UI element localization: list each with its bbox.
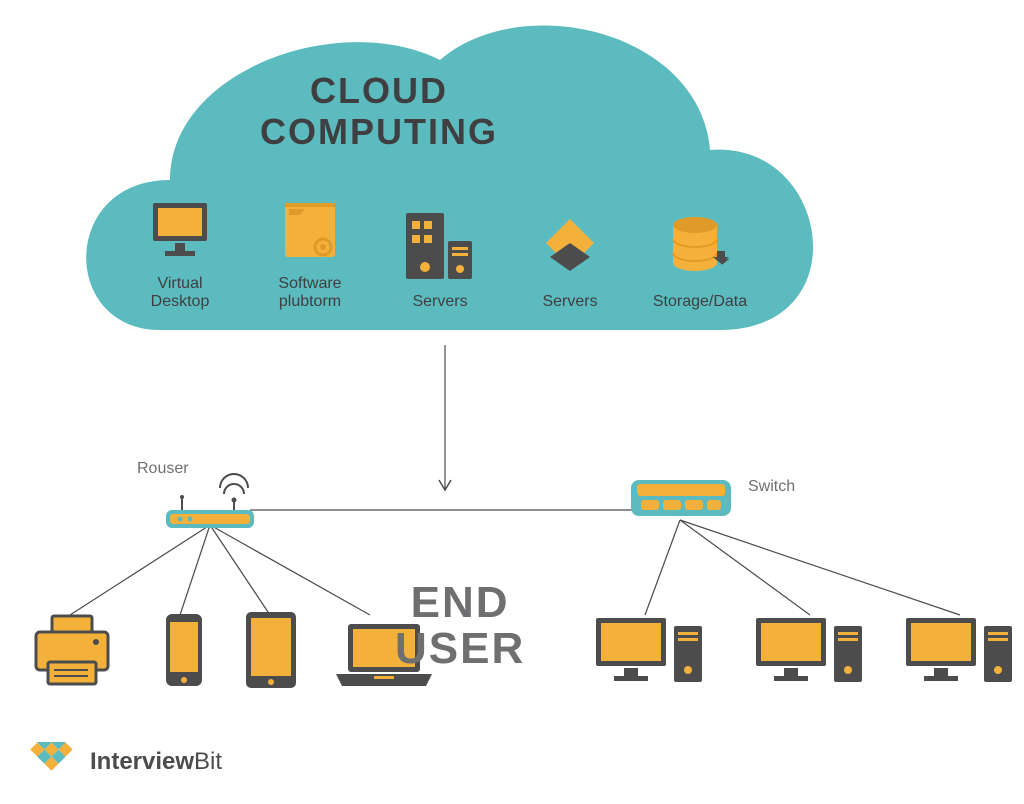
cloud-item-label: Servers: [542, 293, 597, 310]
switch-icon: [625, 470, 745, 530]
desktop-icon: [900, 612, 1020, 694]
diagram-canvas: CLOUD COMPUTING Virtual Desktop: [0, 0, 1024, 804]
printer-icon: [30, 612, 120, 692]
monitor-icon: [145, 195, 215, 265]
cloud-item-label: Servers: [412, 293, 467, 310]
cloud-shape: [0, 0, 1024, 804]
switch-label: Switch: [748, 478, 795, 496]
logo-diamond-icon: [30, 742, 80, 782]
cloud-item-diamond: Servers: [510, 213, 630, 311]
end-user-line2: USER: [395, 624, 525, 673]
brand-logo: InterviewBit: [30, 742, 222, 782]
tablet-icon: [240, 608, 304, 694]
cloud-title-line2: COMPUTING: [260, 111, 498, 152]
cloud-item-label: Storage/Data: [653, 293, 747, 310]
router-label: Rouser: [137, 460, 189, 478]
software-icon: [275, 195, 345, 265]
cloud-item-label: Virtual: [157, 275, 202, 292]
logo-bold: Interview: [90, 748, 194, 775]
cloud-item-software: Software plubtorm: [250, 195, 370, 312]
router-icon: [160, 470, 270, 540]
cloud-item-label: Software: [278, 275, 341, 292]
servers-icon: [400, 213, 480, 283]
desktop-icon: [750, 612, 870, 694]
desktop-icon: [590, 612, 710, 694]
end-user-title: END USER: [395, 580, 525, 672]
cloud-item-label: Desktop: [151, 293, 210, 310]
cloud-title-line1: CLOUD: [310, 70, 448, 111]
logo-light: Bit: [194, 748, 222, 775]
cloud-item-label: plubtorm: [279, 293, 341, 310]
cloud-item-virtual-desktop: Virtual Desktop: [120, 195, 240, 312]
cloud-title: CLOUD COMPUTING: [260, 70, 498, 153]
cloud-items-row: Virtual Desktop Software plubtorm: [120, 195, 760, 312]
diamond-icon: [540, 213, 600, 283]
phone-icon: [160, 610, 210, 692]
end-user-line1: END: [411, 578, 510, 627]
database-icon: [665, 213, 735, 283]
logo-text: InterviewBit: [90, 748, 222, 776]
cloud-item-servers: Servers: [380, 213, 500, 311]
cloud-item-storage: Storage/Data: [640, 213, 760, 311]
